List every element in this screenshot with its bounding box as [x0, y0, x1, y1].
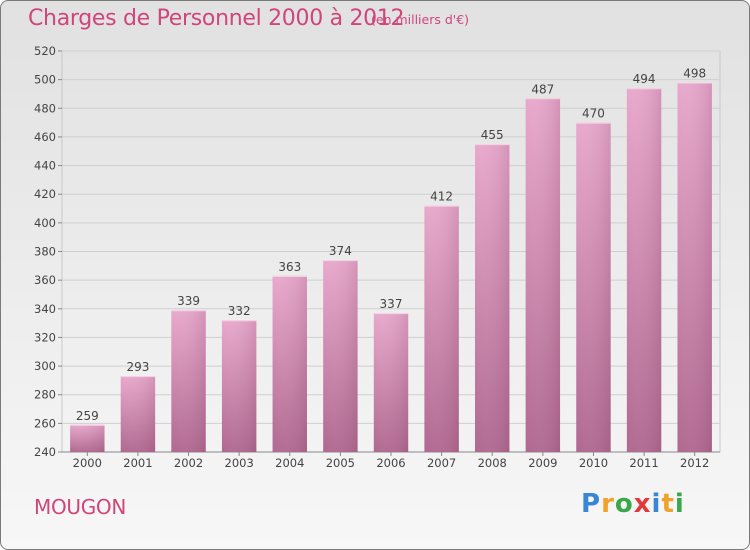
bar-shade — [525, 98, 561, 452]
data-label: 363 — [278, 260, 301, 274]
logo-letter: i — [651, 489, 662, 519]
x-tick-label: 2005 — [326, 456, 355, 470]
bar-shade — [677, 82, 712, 452]
data-label: 412 — [430, 190, 453, 204]
bar-shade — [475, 144, 510, 452]
chart-title: Charges de Personnel 2000 à 2012 — [28, 6, 405, 31]
logo-letter: P — [581, 489, 602, 519]
y-tick-label: 300 — [34, 359, 56, 373]
label-layer: 259 293 339 332 363 374 337 412 455 487 470 494 498 — [76, 67, 706, 423]
y-tick-label: 420 — [34, 187, 56, 201]
bar-shade — [424, 205, 459, 452]
x-tick-label: 2006 — [376, 456, 405, 470]
x-tick-label: 2003 — [225, 456, 254, 470]
y-tick-label: 320 — [34, 330, 56, 344]
x-tick-label: 2000 — [73, 456, 102, 470]
x-tick-label: 2011 — [629, 456, 658, 470]
x-tick-label: 2007 — [427, 456, 456, 470]
x-tick-label: 2008 — [478, 456, 507, 470]
town-name: MOUGON — [34, 495, 127, 519]
bar-shade — [221, 320, 257, 452]
logo-letter: i — [674, 489, 685, 519]
y-tick-label: 380 — [34, 245, 56, 259]
x-tick-label: 2002 — [174, 456, 203, 470]
data-label: 259 — [76, 409, 99, 423]
logo-letter: r — [601, 489, 615, 519]
logo-letter: t — [661, 489, 675, 519]
bar-shade — [323, 260, 358, 452]
bar-layer — [70, 82, 712, 452]
bar-shade — [626, 88, 662, 452]
y-tick-label: 440 — [34, 159, 56, 173]
bar-shade — [70, 424, 105, 452]
bar-shade — [576, 122, 611, 452]
data-label: 374 — [329, 244, 352, 258]
y-tick-label: 340 — [34, 302, 56, 316]
x-tick-label: 2004 — [275, 456, 304, 470]
data-label: 494 — [633, 72, 656, 86]
data-label: 455 — [481, 128, 504, 142]
bar-shade — [171, 310, 206, 452]
data-label: 498 — [683, 67, 706, 81]
data-label: 337 — [380, 297, 403, 311]
chart-subtitle: (en milliers d'€) — [371, 12, 470, 27]
y-tick-label: 360 — [34, 273, 56, 287]
y-tick-label: 280 — [34, 388, 56, 402]
x-tick-label: 2010 — [579, 456, 608, 470]
y-tick-label: 480 — [34, 101, 56, 115]
y-tick-label: 240 — [34, 445, 56, 459]
logo-letter: x — [633, 489, 652, 519]
y-tick-label: 500 — [34, 73, 56, 87]
x-tick-label: 2009 — [528, 456, 557, 470]
bar-shade — [272, 275, 307, 452]
data-label: 470 — [582, 107, 605, 121]
x-tick-label: 2012 — [680, 456, 709, 470]
data-label: 332 — [228, 304, 251, 318]
x-tick-label: 2001 — [123, 456, 152, 470]
y-tick-label: 520 — [34, 44, 56, 58]
data-label: 487 — [531, 82, 554, 96]
y-tick-label: 400 — [34, 216, 56, 230]
proxiti-logo: Proxiti — [581, 489, 685, 519]
y-tick-label: 460 — [34, 130, 56, 144]
data-label: 293 — [126, 360, 149, 374]
bar-shade — [373, 313, 409, 452]
bar-shade — [120, 376, 156, 452]
data-label: 339 — [177, 294, 200, 308]
y-tick-label: 260 — [34, 416, 56, 430]
logo-letter: o — [614, 489, 634, 519]
